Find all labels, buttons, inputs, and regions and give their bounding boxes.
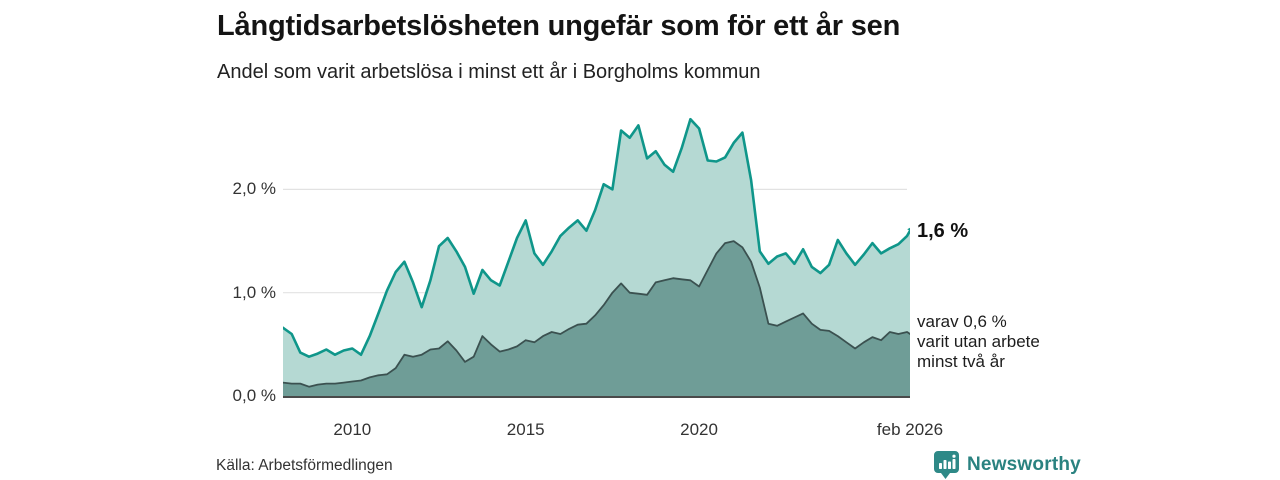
secondary-series-annotation: varav 0,6 % varit utan arbete minst två … — [917, 312, 1040, 372]
area-series-2 — [283, 241, 910, 396]
annotation-line-2: varit utan arbete — [917, 332, 1040, 351]
chart-plot-area — [283, 117, 910, 398]
source-credit: Källa: Arbetsförmedlingen — [216, 457, 393, 474]
y-tick-0: 0,0 % — [232, 386, 276, 405]
y-tick-2: 2,0 % — [232, 179, 276, 199]
x-tick-feb-2026: feb 2026 — [876, 420, 944, 439]
annotation-line-3: minst två år — [917, 352, 1005, 371]
page-title: Långtidsarbetslösheten ungefär som för e… — [217, 10, 901, 42]
newsworthy-logo: Newsworthy — [933, 450, 1081, 479]
newsworthy-barchart-pin-icon — [934, 451, 959, 479]
chart-subtitle: Andel som varit arbetslösa i minst ett å… — [217, 61, 761, 83]
series-end-value-label: 1,6 % — [917, 220, 969, 242]
line-series-1 — [283, 117, 910, 359]
annotation-line-1: varav 0,6 % — [917, 312, 1007, 331]
line-series-2 — [283, 240, 910, 388]
y-tick-1: 1,0 % — [232, 282, 276, 302]
newsworthy-logo-text: Newsworthy — [967, 453, 1081, 475]
x-tick-2015: 2015 — [506, 420, 545, 439]
x-tick-2010: 2010 — [333, 420, 372, 439]
x-tick-2020: 2020 — [680, 420, 718, 439]
line-end-arrow-icon — [907, 227, 910, 231]
